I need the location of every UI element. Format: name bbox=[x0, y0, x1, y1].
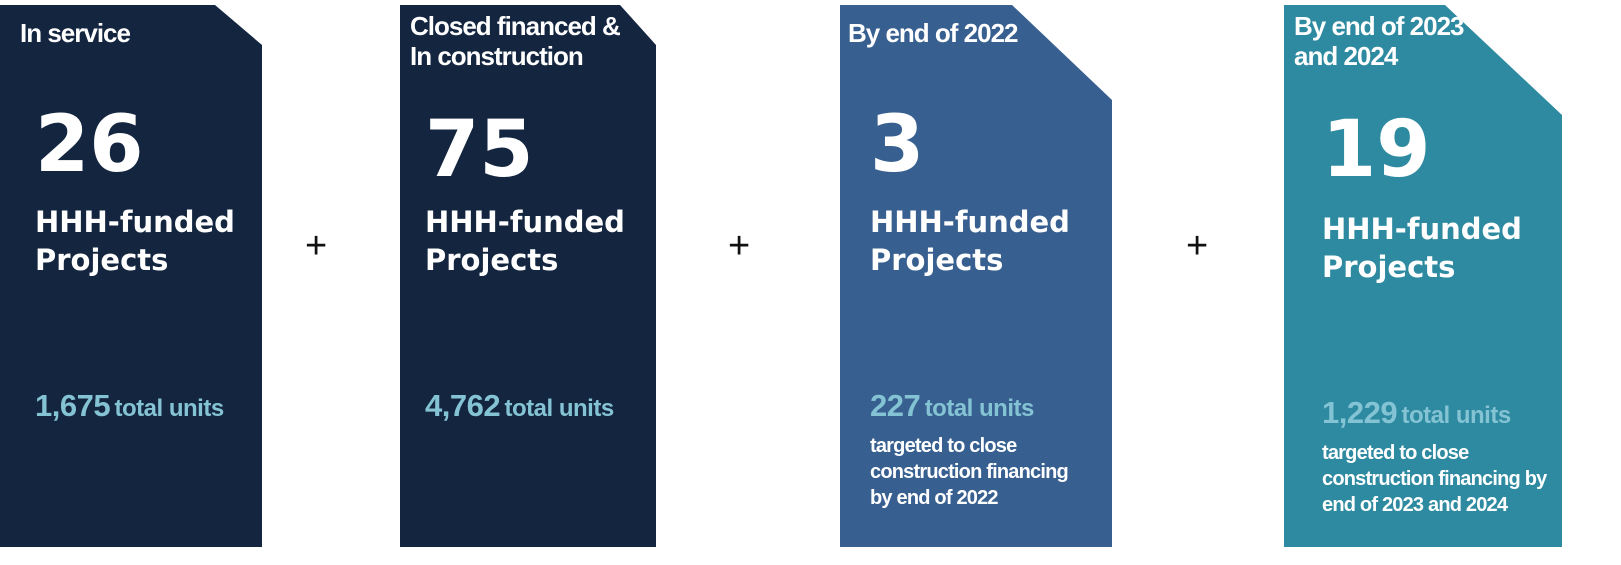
project-count: 75 bbox=[425, 105, 534, 195]
card: By end of 2022 3 HHH-funded Projects 227 to… bbox=[840, 5, 1112, 547]
plus-sign: + bbox=[305, 225, 328, 267]
units-line: 1,675 total units bbox=[35, 388, 224, 424]
project-count: 19 bbox=[1322, 105, 1431, 195]
card-note: targeted to close construction financing… bbox=[870, 435, 1069, 509]
units-label: total units bbox=[504, 395, 615, 422]
project-count: 26 bbox=[35, 100, 144, 190]
units-count: 4,762 bbox=[425, 388, 501, 423]
units-line: 4,762 total units bbox=[425, 388, 614, 424]
card-header: Closed financed & In construction bbox=[410, 11, 621, 71]
card: By end of 2023 and 2024 19 HHH-funded Proj… bbox=[1284, 5, 1562, 547]
card-note: targeted to close construction financing… bbox=[1322, 442, 1547, 516]
units-label: total units bbox=[924, 395, 1035, 422]
card-header: In service bbox=[20, 18, 131, 48]
units-label: total units bbox=[1401, 402, 1512, 429]
units-count: 227 bbox=[870, 388, 921, 423]
units-count: 1,675 bbox=[35, 388, 111, 423]
plus-sign: + bbox=[1186, 225, 1209, 267]
project-count: 3 bbox=[870, 100, 925, 190]
units-label: total units bbox=[114, 395, 225, 422]
units-count: 1,229 bbox=[1322, 395, 1398, 430]
units-line: 227 total units bbox=[870, 388, 1034, 424]
card: In service 26 HHH-funded Projects 1,675 tot… bbox=[0, 5, 262, 547]
card: Closed financed & In construction 75 HHH-f… bbox=[400, 5, 656, 547]
project-label: HHH-funded Projects bbox=[1322, 212, 1522, 284]
units-line: 1,229 total units bbox=[1322, 395, 1511, 431]
card-header: By end of 2023 and 2024 bbox=[1294, 11, 1465, 71]
card-header: By end of 2022 bbox=[848, 18, 1019, 48]
project-label: HHH-funded Projects bbox=[425, 205, 625, 277]
project-label: HHH-funded Projects bbox=[870, 205, 1070, 277]
project-label: HHH-funded Projects bbox=[35, 205, 235, 277]
plus-sign: + bbox=[728, 225, 751, 267]
